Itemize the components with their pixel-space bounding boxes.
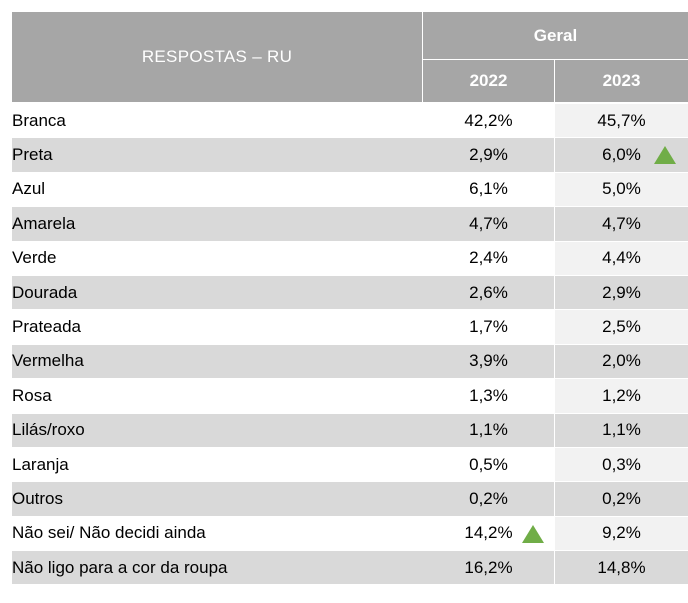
up-triangle-icon (522, 524, 544, 543)
column-separator (554, 310, 555, 344)
column-separator (554, 516, 555, 551)
table-row: Dourada 2,6% 2,9% (12, 275, 688, 311)
row-label: Lilás/roxo (12, 420, 85, 440)
cell-2022: 6,1% (469, 179, 508, 199)
row-label: Prateada (12, 317, 81, 337)
column-separator (554, 447, 555, 482)
cell-2023: 2,5% (555, 310, 688, 344)
row-label: Não sei/ Não decidi ainda (12, 523, 206, 543)
row-label: Não ligo para a cor da roupa (12, 557, 228, 577)
cell-2023: 4,7% (602, 213, 641, 233)
row-label: Branca (12, 110, 66, 130)
table-row: Azul 6,1% 5,0% (12, 172, 688, 208)
results-table: RESPOSTAS – RU Geral 2022 2023 Branca 42,… (12, 12, 688, 586)
cell-2022: 2,4% (469, 248, 508, 268)
cell-2022: 0,5% (469, 454, 508, 474)
cell-2023: 5,0% (555, 172, 688, 207)
cell-2023: 9,2% (555, 516, 688, 551)
table-row: Vermelha 3,9% 2,0% (12, 344, 688, 380)
cell-2022: 42,2% (464, 110, 513, 130)
table-row: Lilás/roxo 1,1% 1,1% (12, 413, 688, 448)
header-year-2023: 2023 (555, 60, 688, 102)
table-body: Branca 42,2% 45,7% Preta 2,9% 6,0% Azul 6,1% 5,0… (12, 104, 688, 586)
cell-2022: 4,7% (469, 213, 508, 233)
table-row: Laranja 0,5% 0,3% (12, 447, 688, 483)
column-separator (554, 413, 555, 447)
table-row: Amarela 4,7% 4,7% (12, 207, 688, 242)
cell-2023: 4,4% (555, 241, 688, 275)
column-separator (554, 344, 555, 379)
row-label: Azul (12, 179, 46, 199)
table-row: Branca 42,2% 45,7% (12, 104, 688, 139)
cell-2023: 1,1% (602, 420, 641, 440)
cell-2023: 1,2% (555, 379, 688, 413)
row-label: Dourada (12, 282, 78, 302)
cell-2022: 1,1% (469, 420, 508, 440)
column-separator (554, 379, 555, 413)
cell-2022: 2,9% (469, 145, 508, 165)
column-separator (554, 207, 555, 241)
table-row: Rosa 1,3% 1,2% (12, 379, 688, 414)
cell-2022: 0,2% (469, 488, 508, 508)
column-separator (554, 104, 555, 138)
cell-2023: 2,0% (602, 351, 641, 371)
cell-2022: 16,2% (464, 557, 513, 577)
cell-2023: 0,3% (555, 447, 688, 482)
column-separator (554, 551, 555, 585)
table-row: Preta 2,9% 6,0% (12, 138, 688, 173)
cell-2023: 0,2% (602, 488, 641, 508)
column-separator (554, 138, 555, 172)
cell-2023: 2,9% (602, 282, 641, 302)
column-separator (554, 172, 555, 207)
table-row: Não ligo para a cor da roupa 16,2% 14,8% (12, 551, 688, 586)
header-year-2022: 2022 (423, 60, 554, 102)
row-label: Outros (12, 488, 64, 508)
cell-2022: 1,7% (469, 317, 508, 337)
column-separator (554, 241, 555, 275)
row-label: Preta (12, 145, 53, 165)
row-label: Vermelha (12, 351, 84, 371)
row-label: Amarela (12, 213, 76, 233)
table-row: Não sei/ Não decidi ainda 14,2% 9,2% (12, 516, 688, 552)
cell-2022: 3,9% (469, 351, 508, 371)
row-label: Laranja (12, 454, 69, 474)
table-header: RESPOSTAS – RU Geral 2022 2023 (12, 12, 688, 104)
cell-2022: 1,3% (469, 385, 508, 405)
header-responses-label: RESPOSTAS – RU (12, 12, 422, 102)
cell-2023: 45,7% (555, 104, 688, 138)
cell-2023: 6,0% (602, 145, 641, 165)
table-row: Prateada 1,7% 2,5% (12, 310, 688, 345)
cell-2022: 2,6% (469, 282, 508, 302)
cell-2022: 14,2% (464, 523, 513, 543)
cell-2023: 14,8% (597, 557, 646, 577)
row-label: Rosa (12, 385, 52, 405)
table-row: Verde 2,4% 4,4% (12, 241, 688, 276)
column-separator (554, 482, 555, 516)
up-triangle-icon (654, 146, 676, 165)
table-row: Outros 0,2% 0,2% (12, 482, 688, 517)
column-separator (554, 275, 555, 310)
row-label: Verde (12, 248, 57, 268)
header-group-geral: Geral (423, 12, 688, 59)
